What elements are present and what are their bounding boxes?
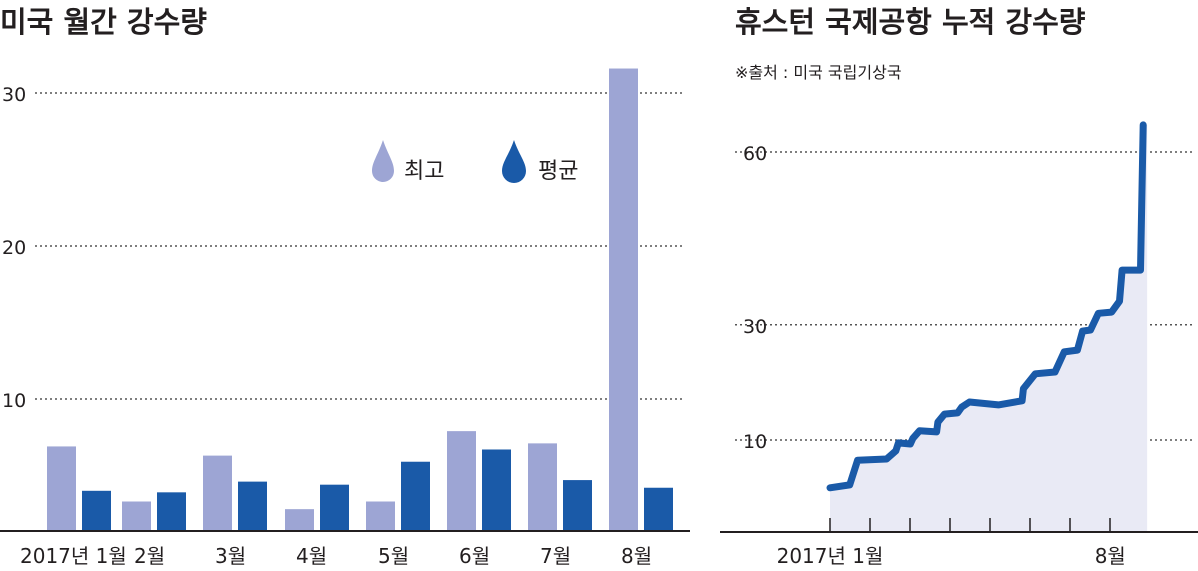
x-tick-label: 2017년 1월 [20,544,127,568]
x-tick-label: 2017년 1월 [777,544,884,568]
max-bar [366,501,395,531]
legend-max-drop-icon [372,140,394,182]
max-bar [447,431,476,531]
source-note: ※출처 : 미국 국립기상국 [735,63,902,82]
avg-bar [238,481,267,531]
legend-avg-drop-icon [502,140,526,183]
avg-bar [644,487,673,531]
cumulative-line [826,121,1147,492]
max-bar [609,68,638,532]
y-tick-label: 30 [743,316,767,338]
max-bar [203,455,232,531]
y-tick-label: 30 [2,84,26,106]
max-bar [285,509,314,531]
avg-bar [401,461,430,531]
avg-bar [482,449,511,531]
avg-bar [157,492,186,531]
x-tick-label: 6월 [459,544,490,568]
right-chart-title: 휴스턴 국제공항 누적 강수량 [735,5,1086,39]
x-tick-label: 7월 [540,544,571,568]
legend-avg-label: 평균 [538,159,578,184]
legend-max-label: 최고 [404,159,444,184]
left-chart: 10 20 30 2017년 1월 2월 3월 4월 5월 6월 7월 8월 [0,68,690,568]
max-bar [528,443,557,531]
y-tick-label: 60 [743,143,767,165]
y-tick-label: 10 [743,431,767,453]
y-tick-label: 20 [2,237,26,259]
max-bar [47,446,76,531]
max-bar [122,501,151,531]
x-tick-label: 8월 [1095,544,1126,568]
right-chart: 10 30 60 2017년 1월 8월 [720,121,1198,568]
avg-bar [320,484,349,531]
x-tick-label: 5월 [378,544,409,568]
legend: 최고 평균 [372,140,578,184]
left-chart-title: 미국 월간 강수량 [0,5,207,39]
avg-bar [563,480,592,531]
x-tick-label: 4월 [296,544,327,568]
area-fill [830,124,1148,533]
x-tick-label: 3월 [215,544,246,568]
x-tick-label: 2월 [134,544,165,568]
avg-bar [82,490,111,531]
x-tick-label: 8월 [621,544,652,568]
y-tick-label: 10 [2,390,26,412]
